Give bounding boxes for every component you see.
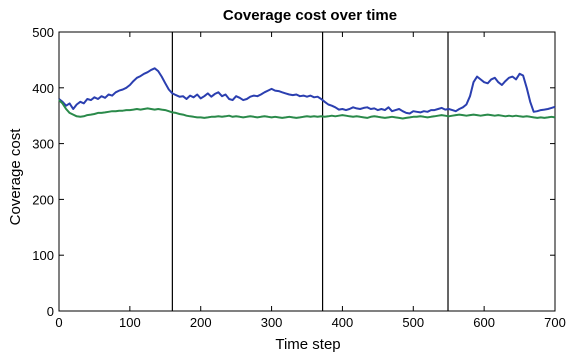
y-tick-label: 300 bbox=[32, 137, 54, 152]
x-axis-title: Time step bbox=[275, 336, 340, 353]
x-tick-label: 300 bbox=[261, 315, 283, 330]
x-tick-label: 100 bbox=[119, 315, 141, 330]
x-tick-label: 200 bbox=[190, 315, 212, 330]
series-line-2 bbox=[58, 99, 556, 120]
x-tick-label: 500 bbox=[402, 315, 424, 330]
y-tick-label: 400 bbox=[32, 81, 54, 96]
x-tick-label: 0 bbox=[55, 315, 62, 330]
plot-frame bbox=[58, 31, 556, 312]
y-tick-label: 200 bbox=[32, 192, 54, 207]
x-tick-label: 600 bbox=[473, 315, 495, 330]
x-tick-label: 700 bbox=[544, 315, 566, 330]
series-line-1 bbox=[58, 67, 556, 115]
chart-title: Coverage cost over time bbox=[223, 7, 397, 24]
y-tick-label: 0 bbox=[47, 304, 54, 319]
y-tick-label: 500 bbox=[32, 25, 54, 40]
y-tick-label: 100 bbox=[32, 248, 54, 263]
y-axis-title: Coverage cost bbox=[7, 128, 24, 226]
x-tick-label: 400 bbox=[332, 315, 354, 330]
